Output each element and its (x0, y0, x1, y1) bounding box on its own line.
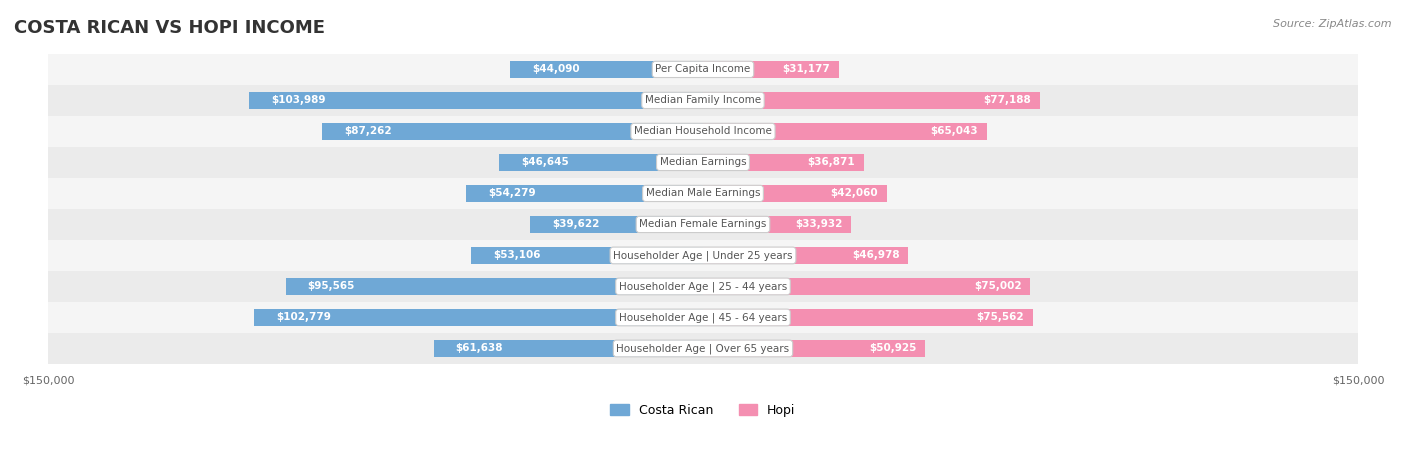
Text: Per Capita Income: Per Capita Income (655, 64, 751, 74)
Legend: Costa Rican, Hopi: Costa Rican, Hopi (606, 399, 800, 422)
Bar (703, 340, 925, 357)
Text: Median Family Income: Median Family Income (645, 95, 761, 106)
Bar (249, 92, 703, 109)
Text: $75,562: $75,562 (977, 312, 1024, 322)
Bar (703, 185, 887, 202)
Bar (48, 85, 1358, 116)
Bar (48, 271, 1358, 302)
Bar (48, 147, 1358, 178)
Bar (48, 209, 1358, 240)
Text: $44,090: $44,090 (533, 64, 579, 74)
Bar (48, 333, 1358, 364)
Text: $46,645: $46,645 (522, 157, 569, 168)
Bar (703, 247, 908, 264)
Bar (48, 54, 1358, 85)
Text: Median Earnings: Median Earnings (659, 157, 747, 168)
Text: Householder Age | Under 25 years: Householder Age | Under 25 years (613, 250, 793, 261)
Bar (703, 92, 1040, 109)
Text: $39,622: $39,622 (551, 219, 599, 229)
Bar (703, 154, 865, 171)
Text: $77,188: $77,188 (984, 95, 1031, 106)
Text: $42,060: $42,060 (831, 188, 877, 198)
Bar (499, 154, 703, 171)
Bar (48, 116, 1358, 147)
Bar (510, 61, 703, 78)
Text: $65,043: $65,043 (931, 127, 979, 136)
Bar (703, 309, 1033, 326)
Text: $36,871: $36,871 (807, 157, 855, 168)
Text: $102,779: $102,779 (276, 312, 330, 322)
Bar (703, 216, 851, 233)
Text: $53,106: $53,106 (494, 250, 540, 261)
Text: Median Male Earnings: Median Male Earnings (645, 188, 761, 198)
Bar (703, 123, 987, 140)
Text: $103,989: $103,989 (271, 95, 325, 106)
Text: Householder Age | 45 - 64 years: Householder Age | 45 - 64 years (619, 312, 787, 323)
Bar (285, 278, 703, 295)
Text: $33,932: $33,932 (794, 219, 842, 229)
Text: Householder Age | Over 65 years: Householder Age | Over 65 years (616, 343, 790, 354)
Bar (322, 123, 703, 140)
Bar (434, 340, 703, 357)
Bar (48, 240, 1358, 271)
Text: COSTA RICAN VS HOPI INCOME: COSTA RICAN VS HOPI INCOME (14, 19, 325, 37)
Bar (254, 309, 703, 326)
Bar (48, 302, 1358, 333)
Text: Median Female Earnings: Median Female Earnings (640, 219, 766, 229)
Text: Source: ZipAtlas.com: Source: ZipAtlas.com (1274, 19, 1392, 28)
Bar (703, 278, 1031, 295)
Text: $75,002: $75,002 (974, 282, 1022, 291)
Bar (465, 185, 703, 202)
Text: $54,279: $54,279 (488, 188, 536, 198)
Text: $61,638: $61,638 (456, 343, 503, 354)
Text: $46,978: $46,978 (852, 250, 900, 261)
Text: Householder Age | 25 - 44 years: Householder Age | 25 - 44 years (619, 281, 787, 292)
Bar (530, 216, 703, 233)
Bar (48, 178, 1358, 209)
Text: $87,262: $87,262 (344, 127, 391, 136)
Text: $31,177: $31,177 (783, 64, 831, 74)
Text: $50,925: $50,925 (869, 343, 917, 354)
Bar (471, 247, 703, 264)
Text: $95,565: $95,565 (308, 282, 354, 291)
Bar (703, 61, 839, 78)
Text: Median Household Income: Median Household Income (634, 127, 772, 136)
